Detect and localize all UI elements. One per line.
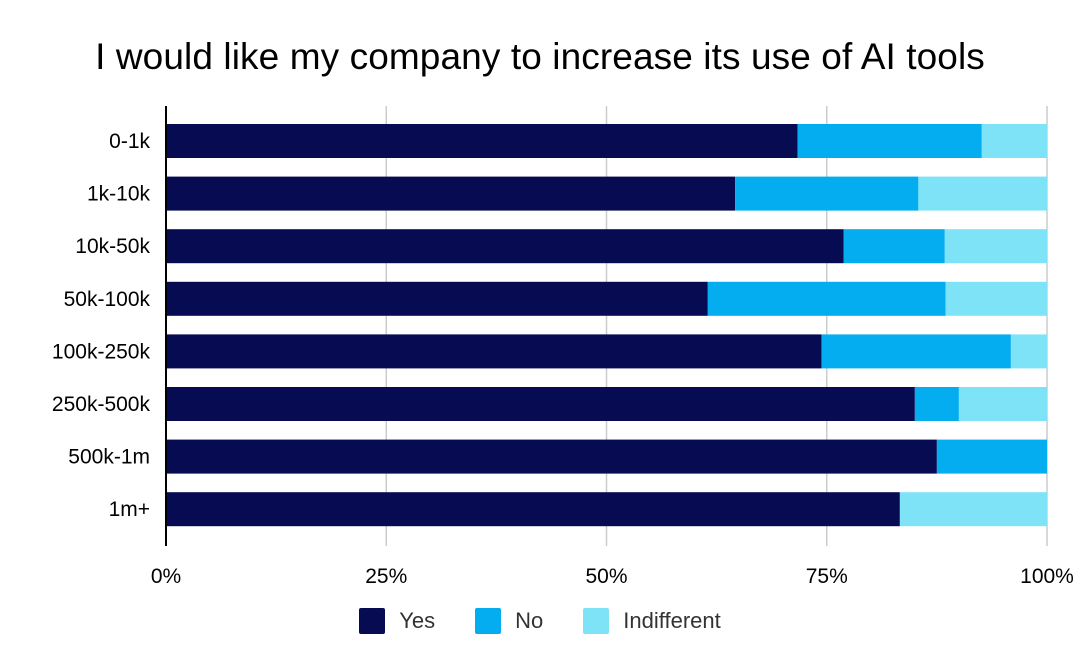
bar-no-250k-500k[interactable]: [914, 387, 959, 421]
category-label: 1k-10k: [87, 183, 151, 206]
bar-no-50k-100k[interactable]: [707, 281, 946, 316]
bar-yes-1k-10k[interactable]: [166, 176, 736, 211]
legend: Yes No Indifferent: [0, 608, 1080, 634]
category-label: 50k-100k: [64, 288, 151, 311]
category-label: 0-1k: [109, 130, 150, 153]
bar-no-0-1k[interactable]: [797, 124, 982, 158]
bar-indifferent-10k-50k[interactable]: [944, 229, 1047, 264]
bar-yes-250k-500k[interactable]: [166, 387, 915, 421]
bar-indifferent-1k-10k[interactable]: [918, 176, 1047, 211]
bar-yes-10k-50k[interactable]: [166, 229, 844, 264]
x-tick-label: 25%: [365, 565, 407, 588]
category-label: 1m+: [109, 498, 150, 521]
bar-indifferent-100k-250k[interactable]: [1010, 334, 1047, 369]
legend-swatch-yes: [359, 608, 386, 634]
x-tick-label: 0%: [151, 565, 181, 588]
legend-swatch-indifferent: [583, 608, 610, 634]
bar-yes-500k-1m[interactable]: [166, 439, 937, 474]
bar-no-1k-10k[interactable]: [735, 176, 919, 211]
bar-yes-0-1k[interactable]: [166, 124, 798, 158]
bar-yes-50k-100k[interactable]: [166, 281, 708, 316]
bar-indifferent-50k-100k[interactable]: [945, 281, 1047, 316]
category-label: 10k-50k: [75, 235, 150, 258]
category-label: 100k-250k: [52, 340, 151, 363]
x-tick-label: 50%: [585, 565, 627, 588]
legend-item-indifferent[interactable]: Indifferent: [583, 608, 721, 634]
x-tick-label: 75%: [806, 565, 848, 588]
x-tick-labels: 0% 25% 50% 75% 100%: [151, 565, 1074, 588]
x-tick-label: 100%: [1020, 565, 1074, 588]
bar-indifferent-1m[interactable]: [899, 492, 1047, 527]
category-label: 500k-1m: [68, 446, 150, 469]
bar-no-100k-250k[interactable]: [821, 334, 1011, 369]
bar-yes-1m[interactable]: [166, 492, 900, 527]
legend-label-yes: Yes: [399, 608, 436, 633]
bar-indifferent-0-1k[interactable]: [981, 124, 1047, 158]
bars: [166, 124, 1047, 527]
bar-indifferent-250k-500k[interactable]: [958, 387, 1047, 421]
legend-label-no: No: [515, 608, 544, 633]
bar-no-500k-1m[interactable]: [936, 439, 1047, 474]
bar-yes-100k-250k[interactable]: [166, 334, 822, 369]
legend-item-yes[interactable]: Yes: [359, 608, 435, 634]
legend-label-indifferent: Indifferent: [623, 608, 721, 633]
category-label: 250k-500k: [52, 393, 151, 416]
gridlines: [385, 106, 1048, 546]
legend-item-no[interactable]: No: [475, 608, 543, 634]
chart-title: I would like my company to increase its …: [95, 36, 985, 77]
bar-no-10k-50k[interactable]: [843, 229, 945, 264]
category-labels: 0-1k 1k-10k 10k-50k 50k-100k 100k-250k 250k-5…: [52, 130, 151, 521]
legend-swatch-no: [475, 608, 502, 634]
